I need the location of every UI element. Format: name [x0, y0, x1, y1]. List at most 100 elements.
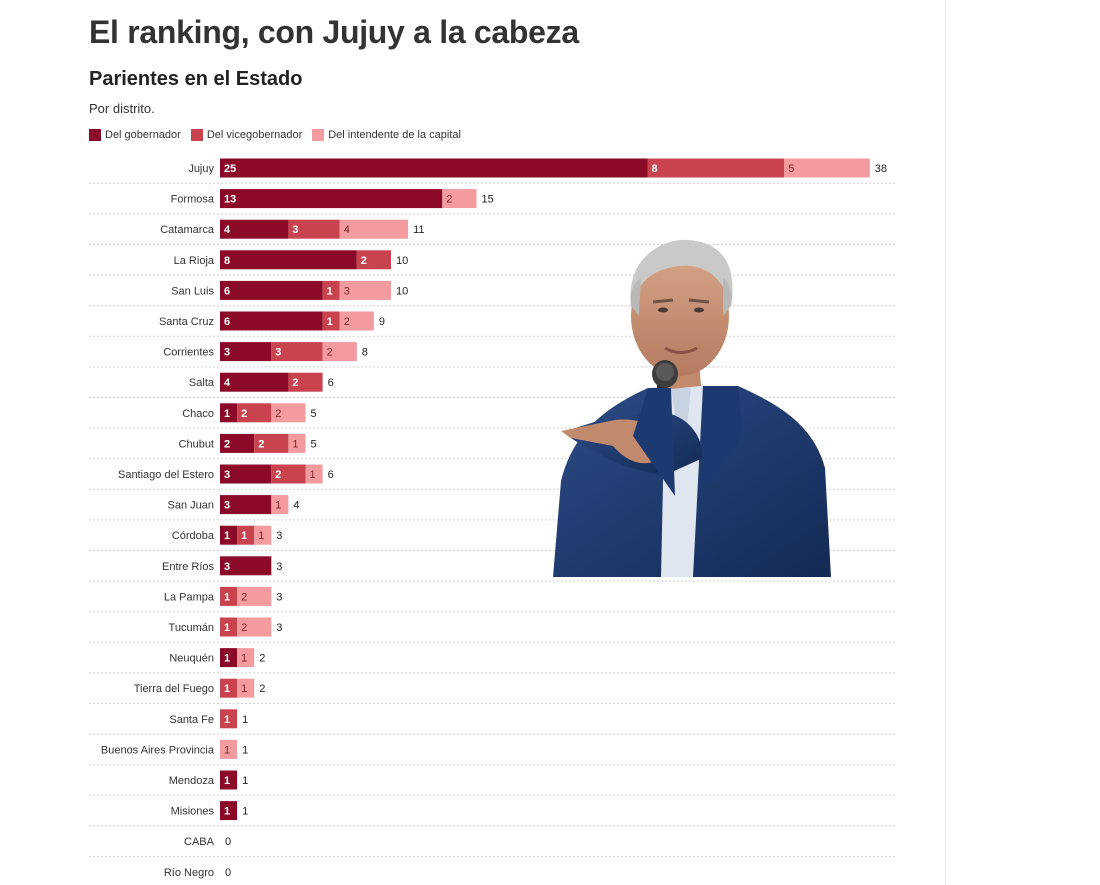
segment-value-label: 2: [275, 469, 281, 481]
bar-segment: [784, 158, 870, 178]
category-label: La Rioja: [174, 255, 215, 267]
segment-value-label: 2: [344, 316, 350, 328]
bar-segment: [220, 342, 272, 362]
bar-segment: [237, 678, 255, 698]
segment-value-label: 1: [292, 438, 298, 450]
category-label: San Juan: [168, 500, 214, 512]
segment-value-label: 2: [361, 255, 367, 267]
category-label: Chaco: [182, 408, 214, 420]
person-photo: [553, 239, 831, 577]
total-value-label: 1: [242, 714, 248, 726]
segment-value-label: 3: [224, 347, 230, 359]
chart-legend: Del gobernador Del vicegobernador Del in…: [89, 129, 471, 141]
total-value-label: 1: [242, 775, 248, 787]
category-label: Buenos Aires Provincia: [101, 744, 215, 756]
bar-segment: [322, 342, 357, 362]
segment-value-label: 3: [224, 500, 230, 512]
total-value-label: 38: [875, 163, 887, 175]
bar-segment: [220, 280, 323, 300]
bar-segment: [288, 433, 306, 453]
total-value-label: 9: [379, 316, 385, 328]
segment-value-label: 1: [224, 591, 230, 603]
bar-segment: [339, 219, 409, 239]
segment-value-label: 25: [224, 163, 236, 175]
segment-value-label: 1: [224, 806, 230, 818]
category-label: Formosa: [171, 194, 215, 206]
bar-segment: [220, 403, 238, 423]
legend-swatch-gobernador: [89, 129, 101, 141]
total-value-label: 2: [259, 683, 265, 695]
segment-value-label: 1: [224, 653, 230, 665]
category-label: La Pampa: [164, 591, 215, 603]
legend-swatch-vicegobernador: [190, 129, 203, 141]
segment-value-label: 2: [327, 347, 333, 359]
segment-value-label: 4: [224, 224, 231, 236]
segment-value-label: 1: [327, 285, 333, 297]
bar-segment: [220, 495, 272, 515]
segment-value-label: 6: [224, 285, 230, 297]
segment-value-label: 1: [327, 316, 333, 328]
category-label: Salta: [189, 377, 215, 389]
segment-value-label: 8: [224, 255, 230, 267]
segment-value-label: 5: [788, 163, 794, 175]
total-value-label: 5: [311, 408, 317, 420]
bar-segment: [220, 739, 238, 759]
category-label: Jujuy: [188, 163, 214, 175]
segment-value-label: 1: [275, 500, 281, 512]
category-label: Mendoza: [169, 775, 215, 787]
legend-label-gobernador: Del gobernador: [105, 129, 181, 141]
segment-value-label: 2: [275, 408, 281, 420]
bar-segment: [339, 280, 391, 300]
segment-value-label: 2: [241, 622, 247, 634]
total-value-label: 3: [276, 530, 282, 542]
total-value-label: 8: [362, 347, 368, 359]
segment-value-label: 2: [446, 194, 452, 206]
category-label: Tierra del Fuego: [134, 683, 214, 695]
bar-segment: [237, 617, 272, 637]
segment-value-label: 3: [224, 561, 230, 573]
bar-segment: [220, 586, 238, 606]
category-label: Misiones: [171, 806, 215, 818]
segment-value-label: 4: [224, 377, 231, 389]
bar-segment: [322, 280, 340, 300]
total-value-label: 3: [276, 622, 282, 634]
segment-value-label: 2: [224, 438, 230, 450]
segment-value-label: 13: [224, 194, 236, 206]
bar-segment: [220, 464, 272, 484]
total-value-label: 0: [225, 836, 231, 848]
segment-value-label: 1: [224, 408, 230, 420]
category-label: Río Negro: [164, 867, 214, 879]
segment-value-label: 1: [241, 653, 247, 665]
bar-segment: [237, 525, 255, 545]
category-label: Entre Ríos: [162, 561, 214, 573]
bar-segment: [356, 250, 391, 270]
total-value-label: 3: [276, 561, 282, 573]
total-value-label: 0: [225, 867, 231, 879]
total-value-label: 15: [482, 194, 494, 206]
total-value-label: 10: [396, 285, 408, 297]
category-label: Santa Cruz: [159, 316, 214, 328]
total-value-label: 1: [242, 806, 248, 818]
segment-value-label: 3: [344, 285, 350, 297]
total-value-label: 11: [413, 224, 424, 236]
bar-segment: [220, 556, 272, 576]
bar-segment: [271, 464, 306, 484]
segment-value-label: 1: [241, 683, 247, 695]
page-divider: [945, 0, 946, 885]
segment-value-label: 1: [224, 775, 230, 787]
segment-value-label: 1: [224, 683, 230, 695]
bar-segment: [220, 158, 648, 178]
segment-value-label: 3: [224, 469, 230, 481]
headline: El ranking, con Jujuy a la cabeza: [89, 14, 579, 50]
segment-value-label: 2: [258, 438, 264, 450]
segment-value-label: 1: [310, 469, 316, 481]
bar-segment: [220, 770, 238, 790]
bar-segment: [220, 219, 289, 239]
segment-value-label: 1: [258, 530, 264, 542]
category-label: Santiago del Estero: [118, 469, 214, 481]
bar-segment: [220, 801, 238, 821]
total-value-label: 6: [328, 377, 334, 389]
segment-value-label: 1: [224, 714, 230, 726]
bar-segment: [322, 311, 340, 331]
